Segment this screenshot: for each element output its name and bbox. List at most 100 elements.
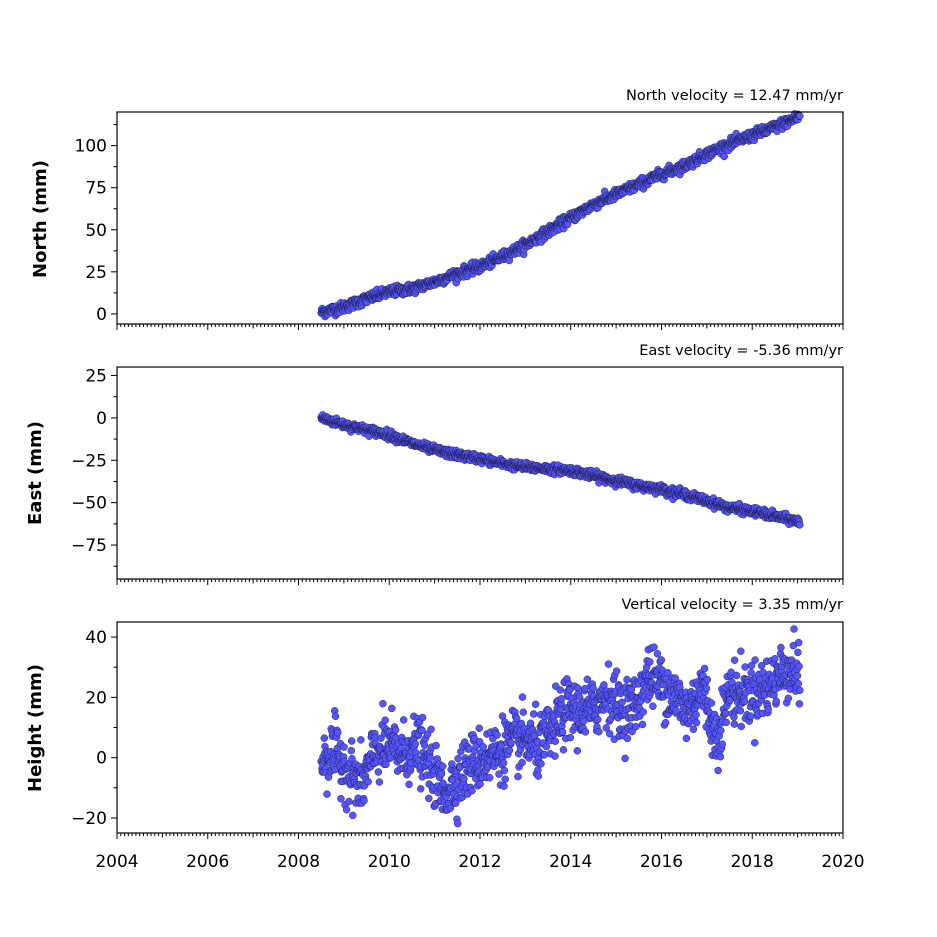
- data-point: [375, 778, 384, 786]
- y-tick-label: −20: [71, 809, 107, 829]
- data-point: [426, 754, 435, 762]
- data-point: [411, 740, 420, 748]
- data-point: [730, 656, 739, 664]
- data-point: [551, 737, 560, 746]
- y-tick-label: 25: [85, 366, 107, 386]
- data-point: [618, 698, 626, 707]
- data-point: [349, 811, 357, 820]
- data-point: [796, 686, 804, 695]
- data-point: [795, 700, 804, 708]
- data-point: [500, 766, 509, 775]
- data-point: [377, 734, 385, 742]
- data-point: [439, 779, 447, 788]
- data-point: [794, 638, 803, 647]
- data-point: [796, 112, 804, 120]
- data-point: [661, 718, 670, 727]
- data-point: [427, 725, 435, 734]
- data-point: [700, 664, 709, 673]
- data-point: [649, 702, 657, 710]
- data-point: [364, 777, 372, 786]
- data-point: [382, 760, 390, 769]
- data-point: [604, 660, 613, 668]
- data-point: [741, 663, 749, 671]
- data-point: [320, 734, 329, 742]
- data-point: [707, 699, 716, 707]
- north-ylabel: North (mm): [30, 160, 51, 278]
- data-point: [558, 728, 567, 736]
- data-point: [405, 780, 413, 789]
- scatter-points: [317, 625, 804, 828]
- data-point: [751, 656, 759, 664]
- data-point: [331, 712, 340, 721]
- data-point: [750, 739, 759, 747]
- data-point: [446, 804, 455, 813]
- data-point: [534, 772, 543, 780]
- data-point: [542, 742, 551, 751]
- data-point: [595, 727, 603, 736]
- scatter-points: [317, 411, 804, 529]
- data-point: [493, 731, 501, 739]
- data-point: [621, 754, 629, 763]
- data-point: [500, 782, 508, 790]
- data-point: [379, 699, 387, 708]
- data-point: [381, 716, 389, 724]
- x-tick-label: 2014: [549, 852, 592, 872]
- x-tick-label: 2008: [277, 852, 320, 872]
- data-point: [639, 708, 647, 716]
- east-axes: −75 −50 −25 0 25: [71, 366, 844, 585]
- data-point: [357, 736, 365, 744]
- data-point: [454, 754, 462, 763]
- data-point: [600, 681, 608, 689]
- data-point: [479, 743, 487, 751]
- data-point: [794, 648, 802, 657]
- data-point: [559, 746, 568, 754]
- y-tick-label: 50: [85, 221, 107, 241]
- data-point: [499, 759, 508, 767]
- data-point: [794, 679, 803, 688]
- east-panel: East velocity = -5.36 mm/yr East (mm) −7…: [25, 343, 844, 585]
- north-axes: 0 25 50 75 100: [75, 110, 844, 330]
- data-point: [374, 768, 383, 776]
- data-point: [737, 722, 745, 731]
- data-point: [730, 720, 739, 728]
- data-point: [702, 684, 711, 693]
- data-point: [795, 662, 803, 671]
- y-tick-label: 20: [85, 688, 107, 708]
- data-point: [573, 747, 582, 755]
- data-point: [650, 643, 658, 651]
- y-tick-label: −75: [71, 536, 107, 556]
- data-point: [653, 650, 662, 658]
- axes-frame: [116, 366, 844, 580]
- data-point: [737, 647, 745, 655]
- data-point: [448, 760, 456, 768]
- y-tick-label: 0: [96, 749, 107, 769]
- data-point: [514, 772, 522, 781]
- data-point: [529, 710, 538, 718]
- y-tick-label: 25: [85, 263, 107, 283]
- data-point: [612, 667, 621, 675]
- data-point: [732, 671, 741, 680]
- data-point: [703, 675, 712, 684]
- height-ylabel: Height (mm): [25, 664, 46, 792]
- data-point: [476, 780, 484, 788]
- data-point: [720, 152, 728, 161]
- data-point: [793, 672, 802, 680]
- data-point: [537, 760, 545, 768]
- data-point: [420, 741, 429, 750]
- data-point: [347, 746, 356, 755]
- data-point: [718, 740, 727, 748]
- y-tick-label: −25: [71, 451, 107, 471]
- data-point: [507, 738, 515, 747]
- data-point: [340, 743, 348, 751]
- data-point: [360, 796, 368, 805]
- data-point: [566, 733, 575, 742]
- data-point: [348, 754, 356, 763]
- data-point: [772, 697, 781, 705]
- east-ylabel: East (mm): [25, 421, 46, 525]
- data-point: [638, 720, 647, 729]
- y-tick-label: −50: [71, 494, 107, 514]
- data-point: [399, 716, 408, 724]
- data-point: [460, 774, 468, 783]
- x-tick-label: 2018: [731, 852, 774, 872]
